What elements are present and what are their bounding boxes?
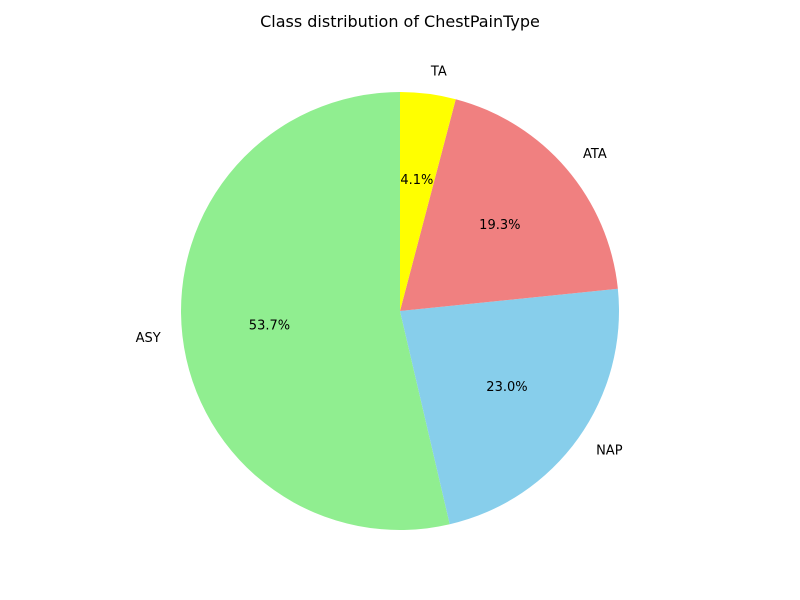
slice-label-ata: ATA bbox=[583, 147, 607, 162]
pie-slice-nap bbox=[400, 288, 619, 525]
slice-percent-ta: 4.1% bbox=[400, 173, 433, 188]
slice-label-ta: TA bbox=[430, 65, 447, 80]
slice-percent-asy: 53.7% bbox=[249, 319, 290, 334]
pie-slices bbox=[181, 92, 619, 531]
pie-slice-ata bbox=[400, 99, 618, 312]
pie-slice-asy bbox=[181, 92, 450, 531]
slice-percent-nap: 23.0% bbox=[486, 380, 527, 395]
chart-title: Class distribution of ChestPainType bbox=[260, 12, 540, 31]
pie-labels: ASY 53.7% NAP 23.0% ATA 19.3% TA 4.1% bbox=[136, 65, 623, 459]
slice-label-nap: NAP bbox=[596, 443, 623, 458]
slice-percent-ata: 19.3% bbox=[479, 218, 520, 233]
pie-slice-ta bbox=[400, 92, 456, 311]
slice-label-asy: ASY bbox=[136, 331, 161, 346]
